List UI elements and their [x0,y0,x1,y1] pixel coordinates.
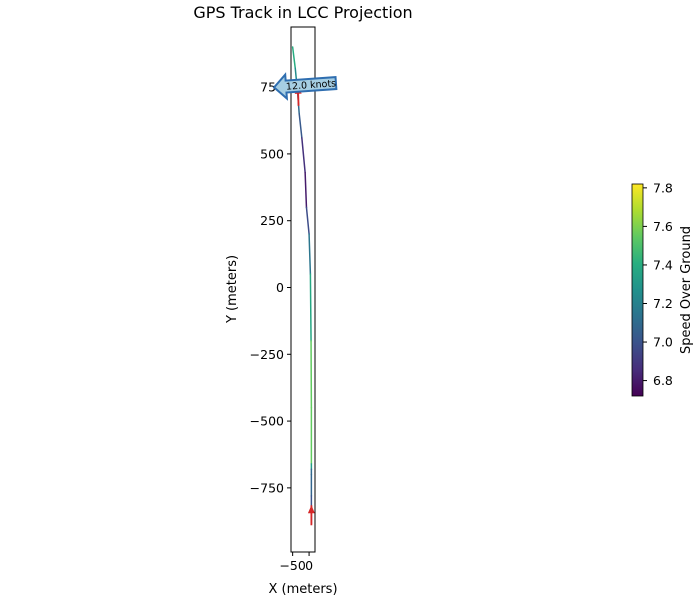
speed-annotation-arrow-box [272,72,338,101]
x-axis-label: X (meters) [268,582,337,597]
speed-annotation: 12.0 knots [272,72,338,101]
y-tick-label: −500 [250,414,284,429]
track-segment [308,233,312,275]
track-segment [291,46,297,70]
colorbar-tick-label: 7.2 [653,296,673,311]
colorbar [631,183,644,397]
track-segment [304,171,308,209]
plot-frame [290,26,316,553]
colorbar-tick-label: 7.0 [653,335,673,350]
y-axis-label: Y (meters) [225,255,240,324]
track-segment [298,113,303,139]
chart-title: GPS Track in LCC Projection [193,3,412,22]
y-tick-label: 0 [276,280,284,295]
colorbar-tick-label: 6.8 [653,373,673,388]
direction-arrow [307,505,315,526]
colorbar-tick-label: 7.6 [653,219,673,234]
track-segment [305,206,310,235]
colorbar-tick-label: 7.8 [653,180,673,195]
x-tick-label: −50 [279,558,305,573]
speed-annotation-text: 12.0 knots [286,78,337,92]
x-tick-label: 0 [305,558,313,573]
colorbar-tick-label: 7.4 [653,257,673,272]
colorbar-axis: 6.8 7.0 7.2 7.4 7.6 7.8 [643,180,673,388]
y-tick-label: 250 [260,213,284,228]
colorbar-label: Speed Over Ground [679,226,694,354]
track-segment [309,273,312,342]
y-tick-label: 500 [260,146,284,161]
x-axis: −50 0 [279,552,313,573]
y-tick-label: −750 [250,480,284,495]
track-segment [301,137,306,174]
y-tick-label: −250 [250,347,284,362]
